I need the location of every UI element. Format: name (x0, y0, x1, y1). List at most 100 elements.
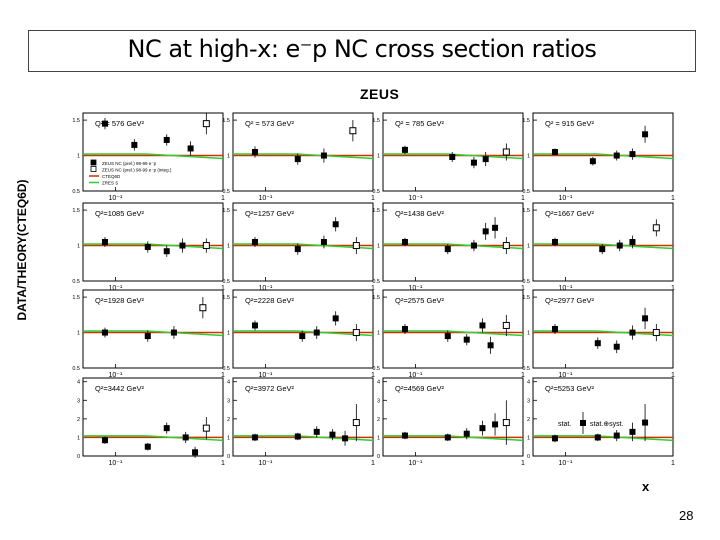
x-tick-label: 1 (671, 195, 675, 202)
data-point (551, 435, 558, 442)
y-tick-label: 1 (227, 244, 230, 250)
y-tick-label: 1 (227, 331, 230, 337)
statsyst-annotation: stat.⊕syst. (590, 421, 624, 428)
y-tick-label: 0.5 (222, 189, 230, 195)
panel-q2-label: Q²=2575 GeV² (395, 296, 444, 305)
x-tick-label: 1 (371, 372, 375, 379)
y-tick-label: 1 (527, 244, 530, 250)
data-point (470, 159, 477, 166)
data-point (629, 239, 636, 245)
data-point (479, 322, 486, 329)
data-point (251, 149, 258, 155)
y-tick-label: 2 (527, 417, 530, 423)
y-tick-label: 1 (77, 435, 80, 441)
integ-data-point (202, 424, 210, 432)
y-tick-label: 2 (377, 417, 380, 423)
panel-frame (232, 289, 374, 369)
data-point (320, 239, 327, 245)
x-tick-label: 10⁻¹ (408, 195, 422, 202)
data-point (144, 243, 151, 250)
x-tick-label: 1 (671, 372, 675, 379)
data-point (613, 343, 620, 350)
legend-entry: ZRES S (102, 181, 118, 186)
data-point (401, 326, 408, 332)
legend-entry: ZEUS NC (prel.) 98-99 e⁻p (102, 161, 157, 166)
data-point (192, 449, 199, 456)
zeus-s-line (83, 153, 224, 160)
y-tick-label: 1.5 (222, 208, 230, 214)
panel-q2-label: Q²=1928 GeV² (95, 296, 144, 305)
data-point (182, 434, 189, 441)
data-point (332, 315, 339, 322)
integ-data-point (199, 304, 207, 312)
y-tick-label: 3 (77, 398, 80, 404)
y-tick-label: 1 (527, 435, 530, 441)
integ-data-point (349, 127, 357, 135)
y-tick-label: 1.5 (72, 118, 80, 124)
y-tick-label: 1.5 (72, 295, 80, 301)
data-point (487, 342, 494, 349)
data-point (449, 153, 456, 160)
x-axis-label: x (642, 479, 650, 494)
data-point (294, 246, 301, 253)
panel-q2-label: Q²=2977 GeV² (545, 296, 594, 305)
x-tick-label: 1 (671, 285, 675, 292)
data-point (163, 248, 170, 255)
panel-12: 0.511.510⁻¹ 1Q²=2977 GeV² (522, 289, 675, 379)
y-tick-label: 0.5 (522, 189, 530, 195)
data-point (401, 432, 408, 439)
data-point (294, 156, 301, 163)
y-tick-label: 0.5 (72, 366, 80, 372)
data-point (482, 156, 489, 163)
y-tick-label: 0.5 (222, 366, 230, 372)
panel-2: 0.511.510⁻¹ 1Q² = 573 GeV² (222, 112, 375, 202)
data-point (642, 419, 649, 426)
data-point (332, 221, 339, 228)
x-tick-label: 10⁻¹ (258, 372, 272, 379)
legend-entry: ZEUS NC (prel.) 98-99 e⁻p (integ.) (102, 168, 172, 173)
data-point (594, 340, 601, 347)
integ-data-point (202, 120, 210, 128)
x-tick-label: 10⁻¹ (408, 372, 422, 379)
y-tick-label: 1.5 (522, 208, 530, 214)
panel-13: 0 1 2 3 4 10⁻¹ 1 Q²=3442 GeV² (77, 377, 225, 467)
data-point (320, 152, 327, 159)
data-point (444, 333, 451, 340)
y-tick-label: 1.5 (372, 118, 380, 124)
stat-annotation: stat. (558, 421, 571, 428)
data-point (163, 136, 170, 143)
data-point (101, 239, 108, 245)
data-point (401, 239, 408, 245)
panel-8: 0.511.510⁻¹ 1Q²=1667 GeV² (522, 202, 675, 292)
data-point (444, 434, 451, 441)
y-tick-label: 0 (377, 454, 380, 460)
integ-data-point (652, 224, 660, 232)
data-point (144, 333, 151, 340)
zeus-s-line (233, 330, 374, 337)
panel-14: 0 1 2 3 4 10⁻¹ 1 Q²=3972 GeV² (227, 377, 375, 467)
y-tick-label: 0.5 (72, 279, 80, 285)
panel-16: 0 1 2 3 4 10⁻¹ 1 Q²=5253 GeV² (527, 377, 675, 467)
data-point (163, 425, 170, 432)
x-tick-label: 1 (371, 460, 375, 467)
y-tick-label: 4 (227, 380, 230, 386)
data-point (179, 242, 186, 249)
panel-q2-label: Q²=1257 GeV² (245, 209, 294, 218)
panel-q2-label: Q²=3972 GeV² (245, 384, 294, 393)
integ-data-point (352, 242, 360, 250)
panel-15: 0 1 2 3 4 10⁻¹ 1 Q²=4569 GeV² (377, 377, 525, 467)
data-point (251, 434, 258, 441)
x-tick-label: 1 (221, 372, 225, 379)
panel-q2-label: Q² = 573 GeV² (245, 119, 294, 128)
x-tick-label: 1 (521, 460, 525, 467)
panel-q2-label: Q²=1667 GeV² (545, 209, 594, 218)
data-point (642, 315, 649, 322)
y-tick-label: 0.5 (222, 279, 230, 285)
data-point (299, 333, 306, 340)
data-point (313, 329, 320, 336)
y-tick-label: 2 (227, 417, 230, 423)
data-point (642, 131, 649, 138)
panel-frame (382, 377, 524, 457)
data-point (463, 336, 470, 343)
integ-data-point (502, 242, 510, 250)
